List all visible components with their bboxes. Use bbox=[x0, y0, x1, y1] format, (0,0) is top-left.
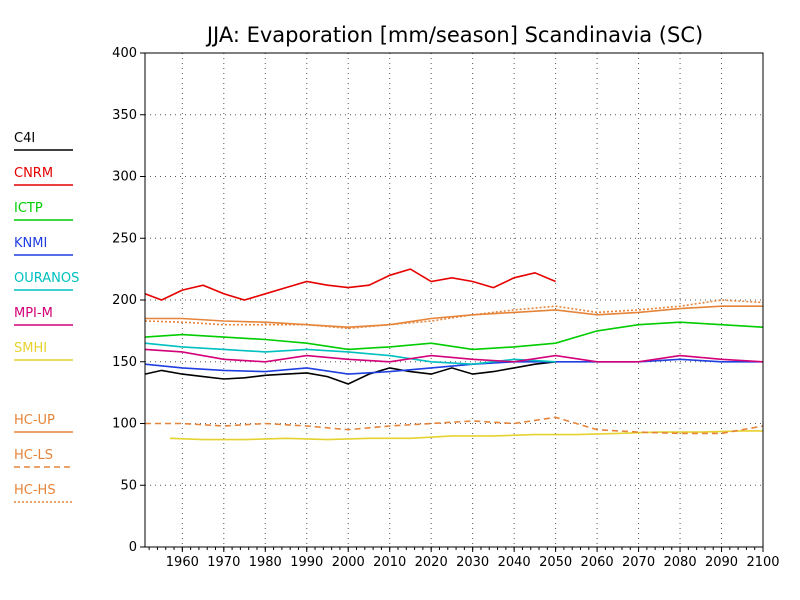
legend-label: OURANOS bbox=[14, 271, 79, 286]
x-tick-label: 2060 bbox=[581, 555, 614, 570]
y-tick-label: 350 bbox=[112, 108, 137, 123]
x-tick-label: 1960 bbox=[166, 555, 199, 570]
y-tick-label: 50 bbox=[120, 478, 137, 493]
x-tick-label: 2000 bbox=[332, 555, 365, 570]
y-tick-label: 150 bbox=[112, 355, 137, 370]
y-tick-label: 300 bbox=[112, 170, 137, 185]
series-layer bbox=[144, 268, 764, 441]
y-tick-label: 400 bbox=[112, 46, 137, 61]
y-axis: 0 50 100 150 200 250 300 350 400 bbox=[112, 46, 145, 555]
y-tick-label: 250 bbox=[112, 231, 137, 246]
y-tick-label: 0 bbox=[129, 540, 137, 555]
x-tick-label: 2040 bbox=[498, 555, 531, 570]
y-tick-label: 200 bbox=[112, 293, 137, 308]
series-line-ouranos bbox=[144, 342, 556, 366]
x-tick-label: 2010 bbox=[373, 555, 406, 570]
x-tick-label: 2030 bbox=[456, 555, 489, 570]
legend-label: C4I bbox=[14, 131, 35, 146]
series-line-ictp bbox=[144, 321, 764, 351]
grid bbox=[145, 53, 763, 547]
x-axis: 1960 1970 1980 1990 2000 2010 2020 2030 2040 2050… bbox=[148, 547, 780, 570]
x-tick-label: 1980 bbox=[249, 555, 282, 570]
legend: C4I CNRM ICTP KNMI OURANOS MPI-M SMHI HC-UP HC-L… bbox=[14, 131, 79, 503]
series-line-hc-hs bbox=[144, 299, 764, 330]
x-tick-label: 2080 bbox=[664, 555, 697, 570]
x-tick-label: 2020 bbox=[415, 555, 448, 570]
series-line-smhi bbox=[169, 430, 763, 441]
legend-label: HC-HS bbox=[14, 483, 56, 498]
x-tick-label: 2090 bbox=[705, 555, 738, 570]
x-tick-label: 1970 bbox=[207, 555, 240, 570]
series-line-cnrm bbox=[144, 268, 556, 301]
legend-label: HC-LS bbox=[14, 448, 53, 463]
legend-label: HC-UP bbox=[14, 413, 55, 428]
series-line-mpi-m bbox=[144, 348, 764, 363]
x-tick-label: 2070 bbox=[622, 555, 655, 570]
legend-label: CNRM bbox=[14, 166, 53, 181]
y-tick-label: 100 bbox=[112, 417, 137, 432]
legend-label: MPI-M bbox=[14, 306, 53, 321]
legend-label: ICTP bbox=[14, 201, 43, 216]
x-tick-label: 1990 bbox=[290, 555, 323, 570]
legend-label: SMHI bbox=[14, 341, 47, 356]
legend-label: KNMI bbox=[14, 236, 47, 251]
series-line-hc-ls bbox=[145, 416, 764, 435]
x-tick-label: 2050 bbox=[539, 555, 572, 570]
series-line-knmi bbox=[144, 358, 763, 375]
series-line-c4i bbox=[144, 361, 556, 385]
series-line-hc-up bbox=[145, 305, 763, 329]
chart-title: JJA: Evaporation [mm/season] Scandinavia… bbox=[205, 23, 703, 47]
x-tick-label: 2100 bbox=[746, 555, 779, 570]
